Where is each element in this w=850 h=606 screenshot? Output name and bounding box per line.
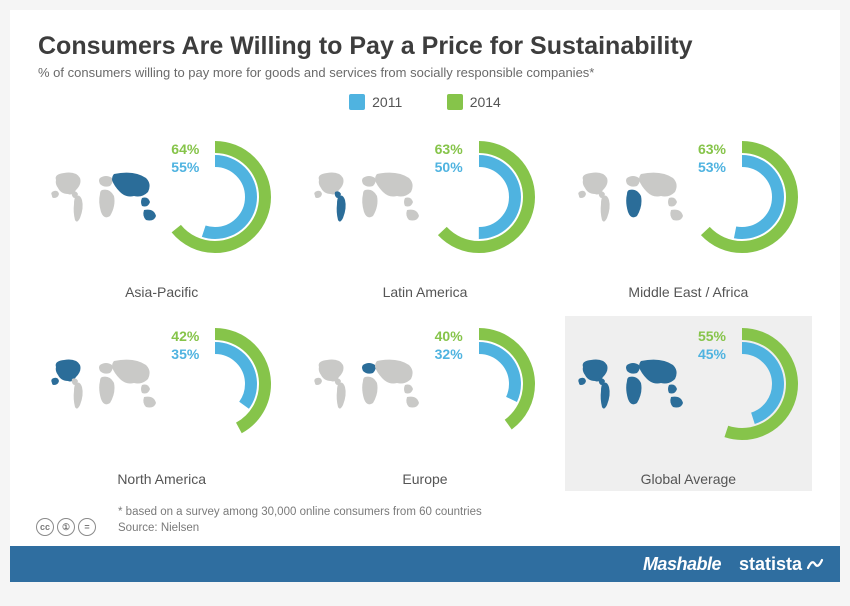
statista-wave-icon [806,555,824,573]
nd-icon: = [78,518,96,536]
region-label: Europe [301,471,548,487]
donut-chart [678,133,806,261]
legend-item-2014: 2014 [447,94,501,110]
donut-chart [151,133,279,261]
attribution-icon: ① [57,518,75,536]
donut-chart [415,320,543,448]
legend: 2011 2014 [38,94,812,115]
statista-text: statista [739,554,802,575]
region-panel-europe: 40% 32% Europe [301,316,548,491]
world-map-icon [309,163,429,233]
legend-swatch-2014 [447,94,463,110]
world-map-icon [46,350,166,420]
legend-swatch-2011 [349,94,365,110]
donut-chart [151,320,279,448]
donut-chart [678,320,806,448]
chart-subtitle: % of consumers willing to pay more for g… [38,65,812,80]
legend-item-2011: 2011 [349,94,402,110]
cc-icon: cc [36,518,54,536]
region-grid: 64% 55% Asia-Pacific 63% 50% Latin Ame [38,129,812,491]
region-panel-asia_pacific: 64% 55% Asia-Pacific [38,129,285,304]
world-map-icon [573,163,693,233]
footnote-block: * based on a survey among 30,000 online … [38,505,812,536]
statista-logo: statista [739,554,824,575]
region-label: Global Average [565,471,812,487]
region-panel-north_america: 42% 35% North America [38,316,285,491]
footer-bar: Mashable statista [10,546,840,582]
region-panel-global: 55% 45% Global Average [565,316,812,491]
infographic-container: Consumers Are Willing to Pay a Price for… [10,10,840,582]
source-text: Source: Nielsen [118,521,812,537]
mashable-logo: Mashable [643,554,721,575]
donut-chart [415,133,543,261]
region-panel-mea: 63% 53% Middle East / Africa [565,129,812,304]
world-map-icon [46,163,166,233]
region-label: North America [38,471,285,487]
region-label: Middle East / Africa [565,284,812,300]
footer-brands: Mashable statista [643,554,824,575]
legend-label-2011: 2011 [372,94,402,110]
footnote-text: * based on a survey among 30,000 online … [118,505,812,521]
region-panel-latin_america: 63% 50% Latin America [301,129,548,304]
chart-title: Consumers Are Willing to Pay a Price for… [38,32,812,61]
legend-label-2014: 2014 [470,94,501,110]
region-label: Asia-Pacific [38,284,285,300]
region-label: Latin America [301,284,548,300]
cc-license-badges: cc ① = [36,518,96,536]
world-map-icon [309,350,429,420]
world-map-icon [573,350,693,420]
